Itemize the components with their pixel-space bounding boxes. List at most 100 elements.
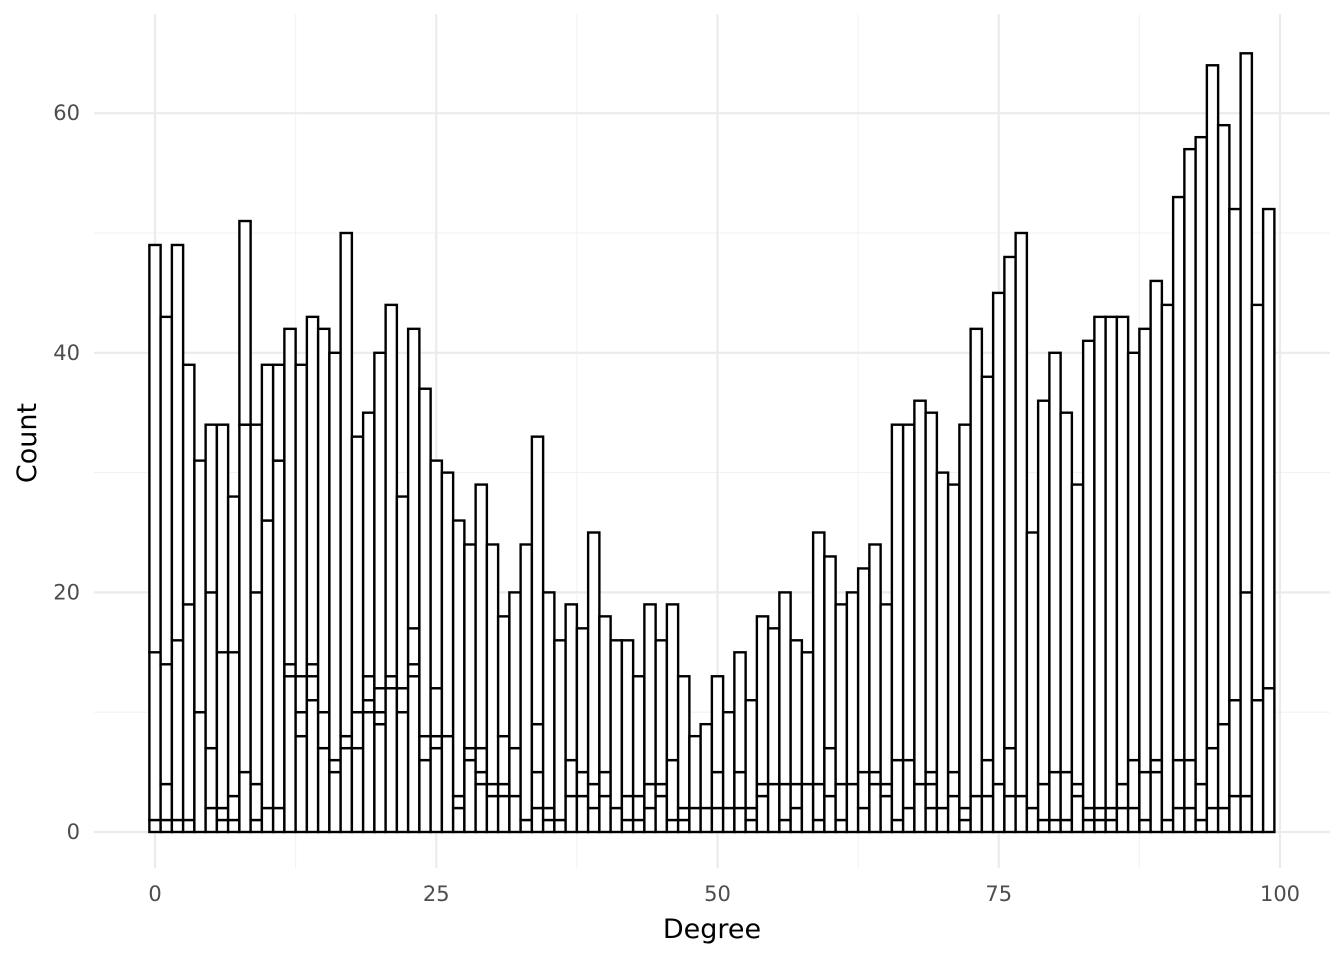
histogram-bar-segment [789,639,804,786]
histogram-bar-segment [260,519,275,810]
histogram-bar-segment [328,758,342,774]
histogram-bar-segment [598,615,612,774]
histogram-bar-segment [463,758,477,834]
histogram-bar-segment [1025,806,1040,834]
y-tick-label: 60 [53,101,80,125]
histogram-bar-segment [384,303,399,678]
histogram-bar-segment [834,603,849,786]
histogram-bar-segment [1138,327,1152,774]
histogram-bar-segment [1261,207,1276,690]
histogram-bar-segment [474,782,489,834]
histogram-bar-segment [766,627,781,786]
histogram-bar-segment [1171,758,1186,810]
histogram-bar-segment [440,734,455,834]
histogram-bar-segment [980,758,995,798]
histogram-bar-segment [564,603,579,762]
histogram-bar-segment [800,651,815,786]
histogram-bar-segment [1059,770,1074,822]
histogram-bar-segment [249,782,264,822]
histogram-bar-segment [496,615,511,738]
histogram-bar-segment [811,782,826,822]
histogram-bar-segment [215,423,230,654]
histogram-bar-segment [1104,818,1119,834]
histogram-bar-segment [620,639,635,798]
histogram-bar-segment [215,651,230,810]
histogram-bar-segment [406,675,421,834]
histogram-bar-segment [879,794,894,834]
histogram-bar-segment [361,675,376,702]
histogram-bar-segment [913,399,927,786]
histogram-bar-segment [699,806,714,834]
histogram-bar-segment [148,818,162,834]
histogram-bar-segment [384,675,399,690]
histogram-bar-segment [1036,818,1051,834]
histogram-bar-segment [418,758,432,834]
histogram-bar-segment [1014,794,1029,834]
histogram-bar-segment [946,483,961,774]
histogram-bar-segment [249,591,264,786]
histogram-bar-segment [721,806,736,834]
histogram-bar-segment [1205,64,1220,750]
histogram-bar-segment [1126,758,1141,810]
histogram-bar-segment [575,627,590,774]
histogram-bar-segment [980,375,995,762]
histogram-bar-segment [204,591,219,750]
x-tick-label: 100 [1260,882,1300,906]
histogram-bar-segment [924,770,939,786]
histogram-bar-segment [868,543,882,774]
histogram-bar-segment [1183,758,1197,810]
histogram-bar-segment [283,327,297,666]
histogram-bar-segment [643,603,657,786]
histogram-bar-segment [530,722,545,774]
histogram-bar-segment [1003,255,1017,750]
histogram-bar-segment [159,315,174,666]
histogram-bar-segment [856,567,871,774]
histogram-bar-segment [429,746,444,834]
histogram-bar-segment [1115,782,1130,810]
histogram-bar-segment [958,806,972,822]
histogram-bar-segment [316,746,331,834]
histogram-bar-segment [181,363,196,606]
histogram-bar-segment [958,818,972,834]
histogram-bar-segment [665,818,680,834]
histogram-bar-segment [474,483,489,750]
histogram-bar-segment [710,770,725,810]
histogram-bar-segment [193,459,207,714]
histogram-bar-segment [665,758,680,822]
histogram-bar-segment [1003,794,1017,834]
histogram-bar-segment [1194,818,1209,834]
histogram-bar-segment [1194,782,1209,822]
histogram-bar-segment [260,806,275,834]
histogram-bar-segment [1171,806,1186,834]
histogram-bar-segment [1149,758,1164,774]
histogram-bar-segment [1216,123,1231,726]
histogram-bar-segment [1115,806,1130,834]
histogram-bar-segment [935,806,950,834]
histogram-bar-segment [1194,135,1209,786]
histogram-bar-segment [249,423,264,594]
histogram-bar-segment [1115,315,1130,786]
histogram-bar-segment [991,291,1006,786]
histogram-bar-segment [294,363,309,678]
histogram-bar-segment [283,675,297,834]
histogram-bar-segment [1228,794,1242,834]
histogram-bar-segment [879,603,894,786]
histogram-bar-segment [845,591,860,786]
histogram-bar-segment [451,794,466,810]
histogram-bar-segment [294,675,309,714]
histogram-bar-segment [744,818,759,834]
histogram-bar-segment [305,675,320,702]
histogram-bar-segment [1149,770,1164,834]
histogram-bar-segment [1183,806,1197,834]
histogram-bar-segment [1205,746,1220,810]
histogram-bar-segment [384,687,399,834]
histogram-bar-segment [643,782,657,810]
x-tick-label: 25 [423,882,450,906]
histogram-bar-segment [148,243,162,654]
histogram-bar-segment [530,435,545,726]
histogram-bar-segment [406,327,421,630]
histogram-bar-segment [373,687,387,714]
histogram-bar-segment [935,471,950,810]
histogram-bar-segment [564,758,579,798]
histogram-bar-segment [508,794,522,834]
